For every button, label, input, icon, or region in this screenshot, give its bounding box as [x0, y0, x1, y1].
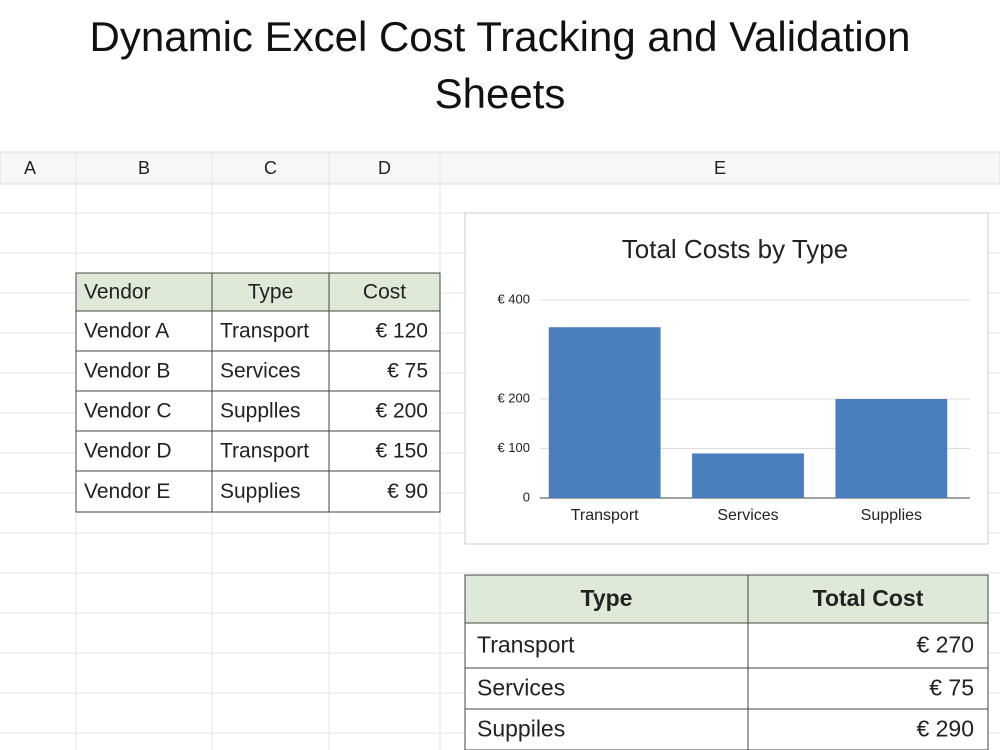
table-cell-text: Vendor E	[84, 480, 170, 503]
table-cell-text: Vendor B	[84, 360, 170, 383]
table-cell	[328, 390, 441, 432]
chart-title: Total Costs by Type	[622, 234, 848, 264]
table-cell-text: € 90	[387, 480, 428, 503]
table-cell-text: € 200	[375, 400, 428, 423]
summary-cell	[464, 622, 749, 669]
x-tick-label: Supplies	[861, 507, 922, 524]
table-cell-text: Vendor C	[84, 400, 172, 423]
y-tick-label: € 400	[497, 291, 530, 306]
summary-cell-text: € 270	[916, 632, 974, 658]
table-cell	[328, 350, 441, 392]
summary-cell	[747, 622, 989, 669]
summary-cell-text: Services	[477, 675, 565, 701]
summary-cell	[464, 667, 749, 710]
table-cell	[75, 430, 213, 472]
table-cell-text: € 75	[387, 360, 428, 383]
table-header-cell	[75, 272, 213, 312]
table-header-text: Vendor	[84, 281, 151, 304]
table-cell	[75, 470, 213, 513]
bar	[548, 327, 661, 498]
summary-cell-text: Transport	[477, 632, 575, 658]
table-cell-text: Supplles	[220, 400, 301, 423]
y-tick-label: 0	[523, 489, 530, 504]
column-header-bar	[0, 151, 1000, 185]
summary-cell-text: Suppiles	[477, 716, 565, 742]
table-cell-text: € 120	[375, 320, 428, 343]
summary-cell-text: € 75	[929, 675, 974, 701]
page-title: Dynamic Excel Cost Tracking and Validati…	[89, 13, 911, 117]
bar	[835, 399, 948, 498]
y-tick-label: € 100	[497, 440, 530, 455]
table-cell-text: Vendor D	[84, 440, 172, 463]
table-header-text: Cost	[363, 281, 406, 304]
table-cell-text: Transport	[220, 320, 309, 343]
column-header: E	[714, 158, 726, 178]
table-cell	[328, 310, 441, 352]
table-cell-text: Services	[220, 360, 301, 383]
bar	[692, 453, 804, 498]
summary-header-text: Total Cost	[813, 585, 924, 611]
table-cell	[211, 310, 330, 352]
summary-cell-text: € 290	[916, 716, 974, 742]
table-cell	[328, 470, 441, 513]
column-header: A	[24, 158, 36, 178]
table-cell	[328, 430, 441, 472]
table-cell	[75, 350, 213, 392]
column-header: C	[264, 158, 277, 178]
table-cell-text: Supplies	[220, 480, 301, 503]
column-header: D	[378, 158, 391, 178]
x-tick-label: Transport	[571, 507, 639, 524]
summary-cell	[747, 708, 989, 750]
x-tick-label: Services	[717, 507, 778, 524]
table-cell	[211, 350, 330, 392]
y-tick-label: € 200	[497, 390, 530, 405]
table-header-text: Type	[248, 281, 294, 304]
column-header: B	[138, 158, 150, 178]
table-cell-text: Transport	[220, 440, 309, 463]
table-cell-text: Vendor A	[84, 320, 169, 343]
summary-header-text: Type	[581, 585, 633, 611]
summary-cell	[747, 667, 989, 710]
table-header-cell	[328, 272, 441, 312]
table-header-cell	[211, 272, 330, 312]
table-cell-text: € 150	[375, 440, 428, 463]
summary-header-cell	[464, 574, 749, 624]
